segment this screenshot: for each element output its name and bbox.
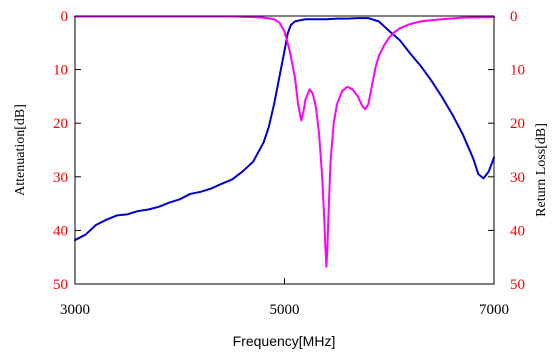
y-tick-label-right: 10 (510, 63, 525, 79)
y-tick-label-right: 0 (510, 9, 518, 25)
y-tick-label-right: 40 (510, 223, 525, 239)
plot-area-background (75, 16, 494, 284)
plot-frame (74, 15, 495, 285)
series-line-return-loss (74, 15, 495, 268)
y-tick-label-left: 0 (61, 9, 69, 25)
y-tick-label-right: 20 (510, 116, 525, 132)
y-tick-label-left: 10 (53, 63, 68, 79)
ticks-layer: 0 0 10 10 20 20 30 30 40 40 50 50 3000 5000 7000 (53, 9, 525, 318)
y-axis-label-right: Return Loss[dB] (534, 123, 549, 217)
y-axis-label-left: Attenuation[dB] (13, 104, 28, 196)
y-tick-label-right: 30 (510, 170, 525, 186)
x-tick-label: 5000 (270, 302, 300, 318)
y-tick-label-left: 30 (53, 170, 68, 186)
y-tick-label-left: 50 (53, 277, 68, 293)
x-axis-label: Frequency[MHz] (233, 333, 336, 349)
series-layer (74, 15, 495, 268)
x-tick-label: 7000 (479, 302, 509, 318)
y-tick-label-left: 40 (53, 223, 68, 239)
y-tick-label-left: 20 (53, 116, 68, 132)
y-tick-label-right: 50 (510, 277, 525, 293)
series-line-attenuation (74, 17, 495, 242)
x-tick-label: 3000 (60, 302, 90, 318)
